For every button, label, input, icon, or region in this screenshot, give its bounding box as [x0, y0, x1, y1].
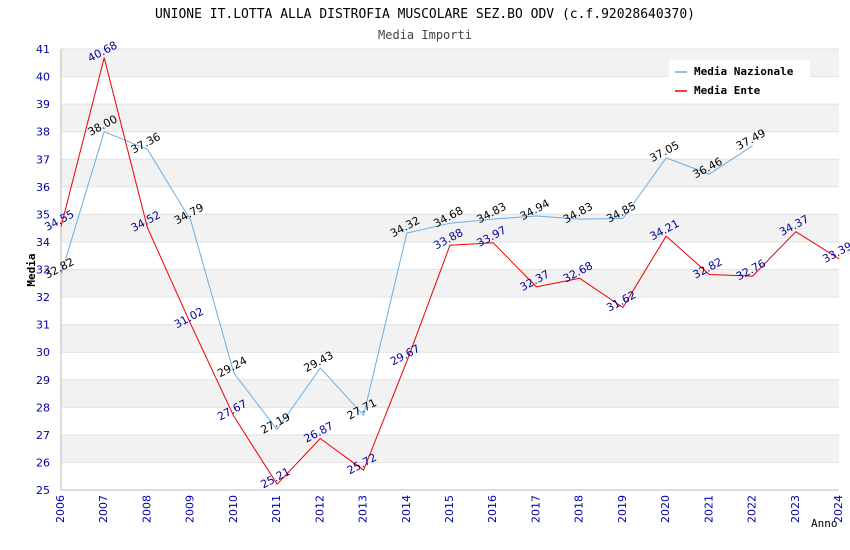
axes: [60, 49, 839, 491]
y-tick-label: 29: [36, 374, 50, 387]
y-tick-label: 28: [36, 401, 50, 414]
x-tick-label: 2016: [486, 495, 499, 523]
x-tick-label: 2007: [97, 495, 110, 523]
x-tick-labels: 2006 2007 2008 2009 2010 2011 2012 2013 2014 2015…: [54, 495, 845, 523]
legend: Media Nazionale Media Ente: [669, 60, 810, 102]
y-tick-label: 35: [36, 208, 50, 221]
series-line-nazionale: [60, 131, 753, 431]
y-tick-label: 34: [36, 236, 50, 249]
y-tick-label: 40: [36, 71, 50, 84]
x-tick-label: 2010: [227, 495, 240, 523]
y-tick-label: 39: [36, 98, 50, 111]
y-axis-label: Media: [25, 253, 38, 286]
y-tick-label: 37: [36, 153, 50, 166]
x-tick-label: 2015: [443, 495, 456, 523]
legend-label-ente: Media Ente: [694, 84, 761, 97]
y-tick-label: 25: [36, 484, 50, 497]
x-tick-label: 2009: [184, 495, 197, 523]
y-tick-label: 32: [36, 291, 50, 304]
x-tick-label: 2018: [573, 495, 586, 523]
x-axis-label: Anno: [811, 517, 838, 530]
x-tick-label: 2011: [270, 495, 283, 523]
x-tick-label: 2019: [616, 495, 629, 523]
x-tick-label: 2023: [789, 495, 802, 523]
x-tick-label: 2021: [702, 495, 715, 523]
grid-band: [61, 297, 839, 325]
grid-band: [61, 186, 839, 215]
legend-box: [669, 60, 810, 102]
y-tick-label: 31: [36, 319, 50, 332]
x-tick-label: 2013: [357, 495, 370, 523]
x-tick-label: 2017: [529, 495, 542, 523]
x-tick-label: 2020: [659, 495, 672, 523]
grid-band: [61, 159, 839, 187]
y-tick-label: 33: [36, 264, 50, 277]
x-tick-label: 2022: [746, 495, 759, 523]
series-line-ente: [60, 57, 840, 485]
x-tick-label: 2024: [832, 495, 845, 523]
x-tick-label: 2012: [313, 495, 326, 523]
x-tick-label: 2014: [400, 495, 413, 523]
y-tick-label: 26: [36, 456, 50, 469]
grid-band: [61, 462, 839, 490]
y-tick-label: 36: [36, 181, 50, 194]
grid-band: [61, 324, 839, 353]
grid-bands: [61, 48, 839, 491]
y-tick-label: 30: [36, 346, 50, 359]
y-tick-label: 38: [36, 126, 50, 139]
grid-band: [61, 434, 839, 463]
grid-band: [61, 352, 839, 380]
grid-band: [61, 407, 839, 435]
legend-label-nazionale: Media Nazionale: [694, 65, 794, 78]
grid-band: [61, 214, 839, 242]
x-tick-label: 2008: [140, 495, 153, 523]
y-tick-label: 41: [36, 43, 50, 56]
grid-band: [61, 269, 839, 298]
grid-band: [61, 379, 839, 408]
series-lines: [60, 57, 840, 485]
grid-band: [61, 104, 839, 132]
y-tick-labels: 25 26 27 28 29 30 31 32 33 34 35 36 37 38 39 40 41: [36, 43, 50, 497]
chart-subtitle: Media Importi: [378, 28, 472, 42]
grid-band: [61, 131, 839, 160]
x-tick-label: 2006: [54, 495, 67, 523]
chart-title: UNIONE IT.LOTTA ALLA DISTROFIA MUSCOLARE…: [155, 7, 695, 22]
y-tick-label: 27: [36, 429, 50, 442]
